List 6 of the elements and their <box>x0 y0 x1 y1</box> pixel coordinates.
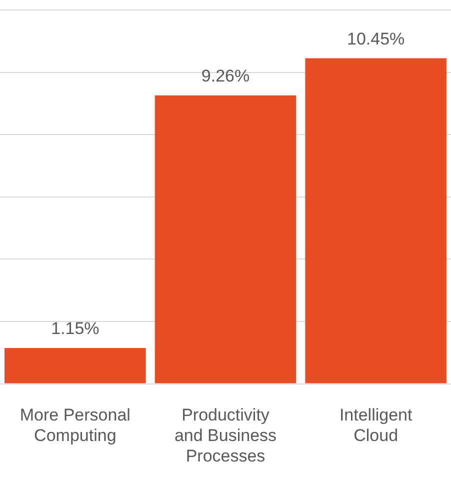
x-tick-label: Intelligent Cloud <box>339 406 412 446</box>
x-tick-label: More Personal Computing <box>20 406 130 446</box>
data-label: 10.45% <box>346 29 405 48</box>
data-label: 1.15% <box>51 319 100 338</box>
data-label: 9.26% <box>201 66 250 86</box>
x-tick-label: Productivity and Business Processes <box>174 406 277 466</box>
